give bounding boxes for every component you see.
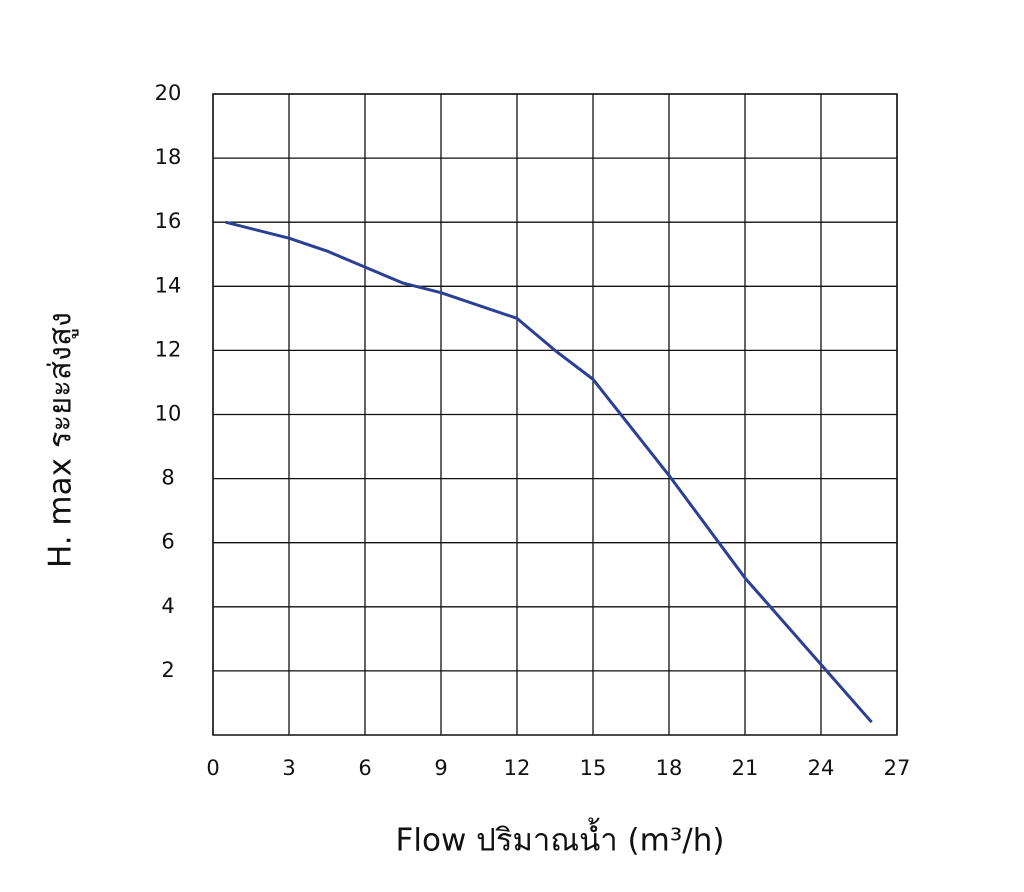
x-tick-label: 12 <box>504 756 531 780</box>
x-tick-label: 27 <box>884 756 911 780</box>
x-tick-label: 21 <box>732 756 759 780</box>
y-tick-label: 2 <box>161 658 174 682</box>
x-tick-label: 3 <box>282 756 295 780</box>
x-tick-label: 9 <box>434 756 447 780</box>
y-tick-label: 8 <box>161 466 174 490</box>
y-tick-label: 20 <box>155 81 182 105</box>
y-tick-label: 16 <box>155 209 182 233</box>
y-tick-label: 4 <box>161 594 174 618</box>
x-tick-label: 0 <box>206 756 219 780</box>
x-tick-label: 18 <box>656 756 683 780</box>
y-tick-label: 18 <box>155 145 182 169</box>
y-tick-label: 14 <box>155 273 182 297</box>
x-axis-title: Flow ปริมาณน้ำ (m³/h) <box>396 818 725 859</box>
y-tick-label: 10 <box>155 402 182 426</box>
x-tick-label: 24 <box>808 756 835 780</box>
data-line <box>225 220 873 724</box>
x-tick-label: 15 <box>580 756 607 780</box>
y-axis-title: H. max ระยะส่งสูง <box>43 312 79 568</box>
x-tick-label: 6 <box>358 756 371 780</box>
y-tick-label: 12 <box>155 337 182 361</box>
y-tick-label: 6 <box>161 530 174 554</box>
